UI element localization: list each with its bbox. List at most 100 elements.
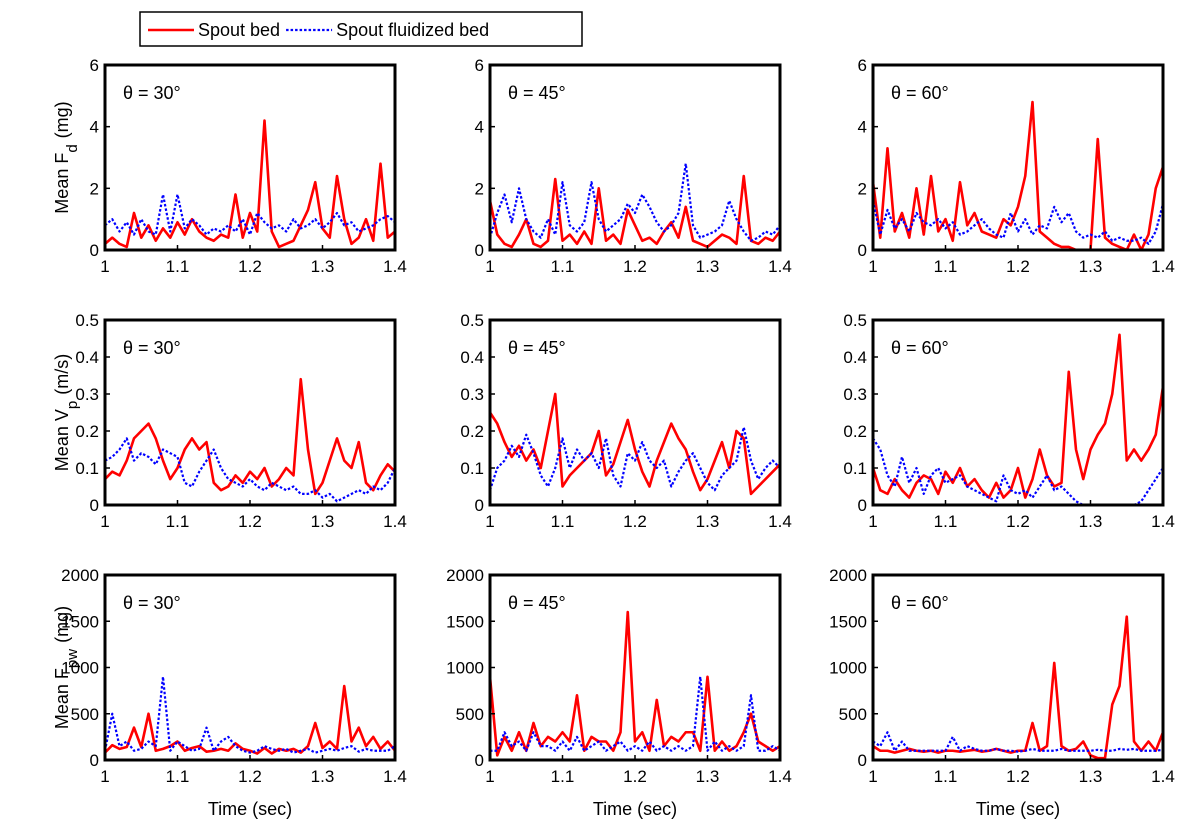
y-tick-label: 0 [90, 496, 99, 515]
x-tick-label: 1.2 [1006, 512, 1030, 531]
panel: 1 1.1 1.2 1.3 1.4 0 0.1 0.2 0.3 0.4 0.5 θ = 30° Mean… [52, 311, 407, 531]
data-line [104, 193, 396, 236]
y-tick-label: 0.3 [843, 385, 867, 404]
panel: 1 1.1 1.2 1.3 1.4 0 500 1000 1500 2000 θ = 45° Time… [446, 566, 792, 819]
x-tick-label: 1 [868, 512, 877, 531]
y-label-sub: d [64, 144, 81, 152]
y-tick-label: 0.4 [460, 348, 484, 367]
y-tick-label: 1000 [446, 659, 484, 678]
x-axis-label: Time (sec) [976, 799, 1060, 819]
y-tick-label: 0.5 [843, 311, 867, 330]
annotation: θ = 60° [891, 338, 949, 358]
y-tick-label: 1500 [61, 612, 99, 631]
y-tick-label: 0 [858, 496, 867, 515]
data-line [488, 174, 782, 249]
x-tick-label: 1 [100, 767, 109, 786]
x-tick-label: 1.4 [1151, 257, 1175, 276]
y-tick-label: 4 [475, 118, 484, 137]
x-tick-label: 1.4 [383, 512, 407, 531]
x-tick-label: 1.3 [1079, 257, 1103, 276]
x-tick-label: 1.3 [1079, 512, 1103, 531]
y-tick-label: 4 [858, 118, 867, 137]
y-tick-label: 0 [90, 751, 99, 770]
y-tick-label: 6 [858, 56, 867, 75]
y-tick-label: 2 [858, 179, 867, 198]
x-tick-label: 1.2 [238, 512, 262, 531]
annotation: θ = 30° [123, 83, 181, 103]
y-label-sub: pw [64, 649, 81, 668]
y-tick-label: 0.3 [460, 385, 484, 404]
panel: 1 1.1 1.2 1.3 1.4 0 2 4 6 θ = 30° Mean Fd (mg) [52, 56, 407, 276]
x-tick-label: 1.1 [166, 767, 190, 786]
y-axis-label: Mean Fd (mg) [52, 101, 81, 213]
y-tick-label: 500 [839, 705, 867, 724]
data-line [871, 100, 1165, 252]
y-tick-label: 0.5 [75, 311, 99, 330]
y-tick-label: 0 [858, 751, 867, 770]
y-label-main: Mean F [52, 668, 72, 729]
x-tick-label: 1.3 [696, 257, 720, 276]
y-label-main: Mean F [52, 153, 72, 214]
y-tick-label: 2000 [446, 566, 484, 585]
annotation: θ = 45° [508, 593, 566, 613]
y-tick-label: 0.2 [460, 422, 484, 441]
y-axis-label: Mean Vp (m/s) [52, 354, 81, 471]
y-tick-label: 0.2 [843, 422, 867, 441]
legend-box [139, 11, 583, 47]
data-line [104, 437, 396, 503]
y-tick-label: 0.4 [75, 348, 99, 367]
x-tick-label: 1.3 [696, 512, 720, 531]
x-tick-label: 1.4 [1151, 512, 1175, 531]
panel: 1 1.1 1.2 1.3 1.4 0 500 1000 1500 2000 θ = 30° Mean… [52, 566, 407, 819]
legend-label: Spout fluidized bed [336, 20, 489, 40]
x-tick-label: 1.4 [1151, 767, 1175, 786]
x-tick-label: 1.2 [1006, 767, 1030, 786]
x-tick-label: 1.3 [311, 257, 335, 276]
x-axis-label: Time (sec) [208, 799, 292, 819]
x-tick-label: 1 [100, 512, 109, 531]
y-label-main: Mean V [52, 409, 72, 471]
legend: Spout bed Spout fluidized bed [139, 11, 583, 47]
y-tick-label: 1500 [829, 612, 867, 631]
panel: 1 1.1 1.2 1.3 1.4 0 500 1000 1500 2000 θ = 60° Time… [829, 566, 1175, 819]
data-line [488, 392, 781, 496]
y-tick-label: 500 [456, 705, 484, 724]
data-line [871, 333, 1165, 499]
x-axis-label: Time (sec) [593, 799, 677, 819]
x-tick-label: 1.1 [166, 257, 190, 276]
panel: 1 1.1 1.2 1.3 1.4 0 0.1 0.2 0.3 0.4 0.5 θ = 60° [843, 311, 1174, 531]
y-tick-label: 1500 [446, 612, 484, 631]
y-tick-label: 1000 [829, 659, 867, 678]
x-tick-label: 1.1 [551, 767, 575, 786]
data-line [488, 162, 781, 242]
y-tick-label: 0 [475, 496, 484, 515]
x-tick-label: 1.2 [238, 257, 262, 276]
y-axis-label: Mean Fpw (mg) [52, 606, 81, 729]
x-tick-label: 1.1 [551, 512, 575, 531]
data-line [104, 684, 397, 755]
x-tick-label: 1 [100, 257, 109, 276]
y-label-sub: p [64, 401, 81, 409]
data-line [871, 200, 1165, 245]
y-tick-label: 1000 [61, 659, 99, 678]
x-tick-label: 1.2 [623, 257, 647, 276]
x-tick-label: 1.4 [768, 767, 792, 786]
panel: 1 1.1 1.2 1.3 1.4 0 0.1 0.2 0.3 0.4 0.5 θ = 45° [460, 311, 791, 531]
x-tick-label: 1.3 [311, 767, 335, 786]
y-tick-label: 500 [71, 705, 99, 724]
x-tick-label: 1.3 [311, 512, 335, 531]
annotation: θ = 60° [891, 593, 949, 613]
data-line [872, 731, 1164, 753]
data-line [104, 377, 396, 496]
x-tick-label: 1.2 [238, 767, 262, 786]
x-tick-label: 1 [868, 257, 877, 276]
x-tick-label: 1 [485, 512, 494, 531]
x-tick-label: 1.3 [1079, 767, 1103, 786]
annotation: θ = 60° [891, 83, 949, 103]
y-tick-label: 0 [858, 241, 867, 260]
y-tick-label: 0.4 [843, 348, 867, 367]
x-tick-label: 1.3 [696, 767, 720, 786]
x-tick-label: 1.2 [623, 767, 647, 786]
y-label-unit: (mg) [52, 101, 72, 138]
